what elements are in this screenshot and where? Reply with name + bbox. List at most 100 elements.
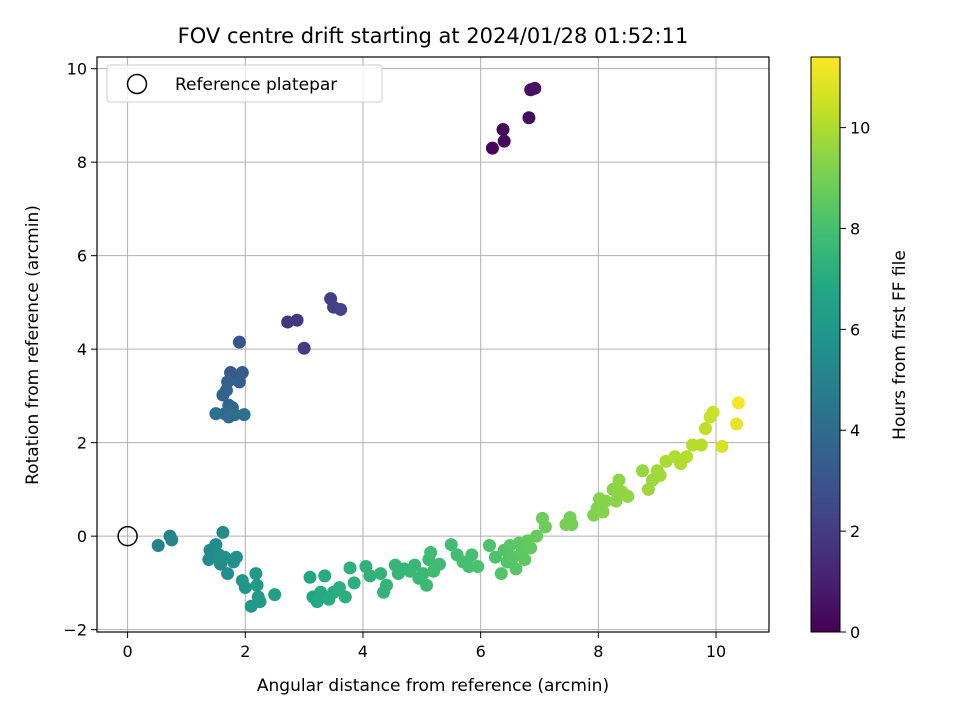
scatter-point xyxy=(635,464,649,478)
scatter-point xyxy=(518,553,532,567)
scatter-point xyxy=(731,396,745,410)
reference-marker xyxy=(117,525,138,547)
colorbar-tick-label: 6 xyxy=(850,320,860,339)
scatter-point xyxy=(332,581,346,595)
scatter-point xyxy=(303,570,317,584)
scatter-point xyxy=(706,405,720,419)
scatter-point xyxy=(228,408,242,422)
scatter-point xyxy=(227,555,241,569)
scatter-point xyxy=(471,560,485,574)
scatter-point xyxy=(715,439,729,453)
scatter-point xyxy=(343,561,357,575)
scatter-point xyxy=(609,494,623,508)
scatter-point xyxy=(522,111,536,125)
scatter-point xyxy=(485,141,499,155)
y-axis-label: Rotation from reference (arcmin) xyxy=(23,205,43,485)
scatter-point xyxy=(249,567,263,581)
colorbar xyxy=(810,56,841,633)
y-tick-label: 0 xyxy=(77,527,87,546)
x-ticks: 0 2 4 6 8 10 xyxy=(123,632,726,661)
scatter-point xyxy=(621,489,635,503)
scatter-point xyxy=(408,558,422,572)
scatter-point xyxy=(250,578,264,592)
x-tick-label: 6 xyxy=(476,642,486,661)
scatter-point xyxy=(530,529,544,543)
colorbar-ticks: 0 2 4 6 8 10 xyxy=(840,119,870,642)
scatter-point xyxy=(598,494,612,508)
scatter-point xyxy=(216,388,230,402)
legend-label: Reference platepar xyxy=(175,75,337,95)
scatter-point xyxy=(237,408,251,422)
scatter-point xyxy=(565,517,579,531)
y-tick-label: 8 xyxy=(77,153,87,172)
x-tick-label: 8 xyxy=(593,642,603,661)
scatter-point xyxy=(496,122,510,136)
colorbar-label: Hours from first FF file xyxy=(890,250,910,440)
scatter-point xyxy=(596,505,610,519)
y-tick-label: 10 xyxy=(67,60,87,79)
x-axis-label: Angular distance from reference (arcmin) xyxy=(257,676,609,696)
scatter-point xyxy=(730,417,744,431)
colorbar-tick-label: 2 xyxy=(850,522,860,541)
scatter-point xyxy=(297,341,311,355)
scatter-point xyxy=(524,541,538,555)
scatter-point xyxy=(238,581,252,595)
scatter-point xyxy=(444,538,458,552)
y-tick-label: 4 xyxy=(77,340,87,359)
chart-title: FOV centre drift starting at 2024/01/28 … xyxy=(178,24,689,48)
scatter-point xyxy=(209,407,223,421)
scatter-point xyxy=(497,134,511,148)
scatter-point xyxy=(424,546,438,560)
scatter-point xyxy=(232,335,246,349)
scatter-point xyxy=(482,539,496,553)
scatter-point xyxy=(694,438,708,452)
scatter-point xyxy=(380,578,394,592)
scatter-points xyxy=(151,81,745,613)
scatter-point xyxy=(151,539,165,553)
scatter-point xyxy=(268,588,282,602)
legend-box xyxy=(106,64,383,103)
scatter-point xyxy=(420,578,434,592)
scatter-point xyxy=(465,548,479,562)
legend-marker xyxy=(126,73,148,95)
scatter-point xyxy=(416,567,430,581)
scatter-point xyxy=(528,81,542,95)
scatter-point xyxy=(318,569,332,583)
colorbar-tick-label: 8 xyxy=(850,219,860,238)
y-tick-label: 6 xyxy=(77,247,87,266)
x-tick-label: 4 xyxy=(358,642,368,661)
scatter-point xyxy=(538,520,552,534)
scatter-point xyxy=(363,569,377,583)
scatter-point xyxy=(653,468,667,482)
x-tick-label: 0 xyxy=(123,642,133,661)
scatter-point xyxy=(216,525,230,539)
scatter-point xyxy=(509,562,523,576)
scatter-point xyxy=(698,422,712,436)
scatter-point xyxy=(374,567,388,581)
scatter-point xyxy=(212,548,226,562)
grid xyxy=(97,57,769,632)
scatter-point xyxy=(209,538,223,552)
x-tick-label: 10 xyxy=(706,642,726,661)
scatter-point xyxy=(494,567,508,581)
plot-frame xyxy=(96,56,770,633)
scatter-point xyxy=(232,375,246,389)
scatter-point xyxy=(290,313,304,327)
scatter-point xyxy=(680,450,694,464)
scatter-point xyxy=(202,553,216,567)
colorbar-tick-label: 10 xyxy=(850,119,870,138)
scatter-point xyxy=(338,590,352,604)
x-tick-label: 2 xyxy=(240,642,250,661)
scatter-point xyxy=(334,302,348,316)
scatter-point xyxy=(253,595,267,609)
scatter-point xyxy=(347,576,361,590)
scatter-point xyxy=(165,533,179,547)
scatter-point xyxy=(612,473,626,487)
y-ticks: −2 0 2 4 6 8 10 xyxy=(63,60,97,640)
y-tick-label: 2 xyxy=(77,434,87,453)
scatter-point xyxy=(432,557,446,571)
scatter-point xyxy=(221,567,235,581)
legend: Reference platepar xyxy=(106,64,383,103)
colorbar-tick-label: 4 xyxy=(850,421,860,440)
